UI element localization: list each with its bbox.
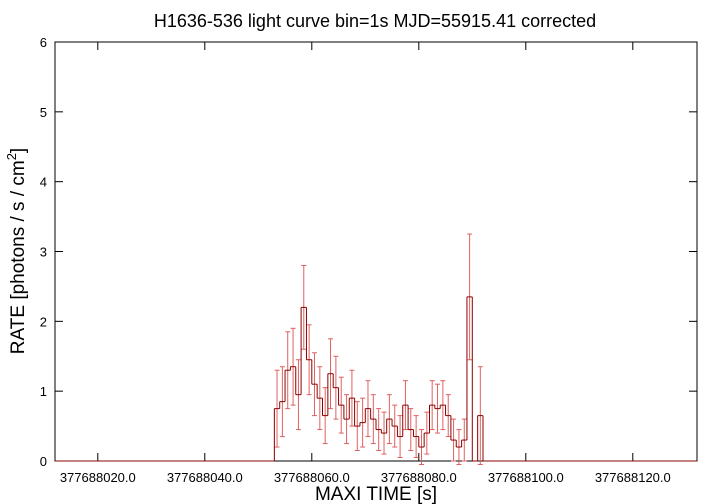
y-tick-label: 5 bbox=[40, 105, 47, 120]
y-tick-label: 3 bbox=[40, 245, 47, 260]
y-tick-label: 2 bbox=[40, 314, 47, 329]
x-tick-label: 377688080.0 bbox=[381, 470, 457, 485]
chart-title: H1636-536 light curve bin=1s MJD=55915.4… bbox=[154, 11, 596, 31]
y-tick-label: 0 bbox=[40, 454, 47, 469]
y-tick-label: 6 bbox=[40, 35, 47, 50]
y-label-sup: 2 bbox=[4, 153, 19, 160]
plot-frame bbox=[54, 41, 698, 462]
y-tick-label: 4 bbox=[40, 175, 47, 190]
y-tick-label: 1 bbox=[40, 384, 47, 399]
x-axis-label: MAXI TIME [s] bbox=[315, 484, 437, 504]
x-tick-label: 377688100.0 bbox=[488, 470, 564, 485]
x-tick-label: 377688060.0 bbox=[274, 470, 350, 485]
y-label-end: ] bbox=[8, 148, 29, 153]
x-tick-label: 377688020.0 bbox=[60, 470, 136, 485]
y-axis-label: RATE [photons / s / cm2] bbox=[4, 148, 29, 354]
x-tick-label: 377688120.0 bbox=[595, 470, 671, 485]
x-tick-label: 377688040.0 bbox=[167, 470, 243, 485]
y-label-text: RATE [photons / s / cm bbox=[8, 160, 29, 354]
